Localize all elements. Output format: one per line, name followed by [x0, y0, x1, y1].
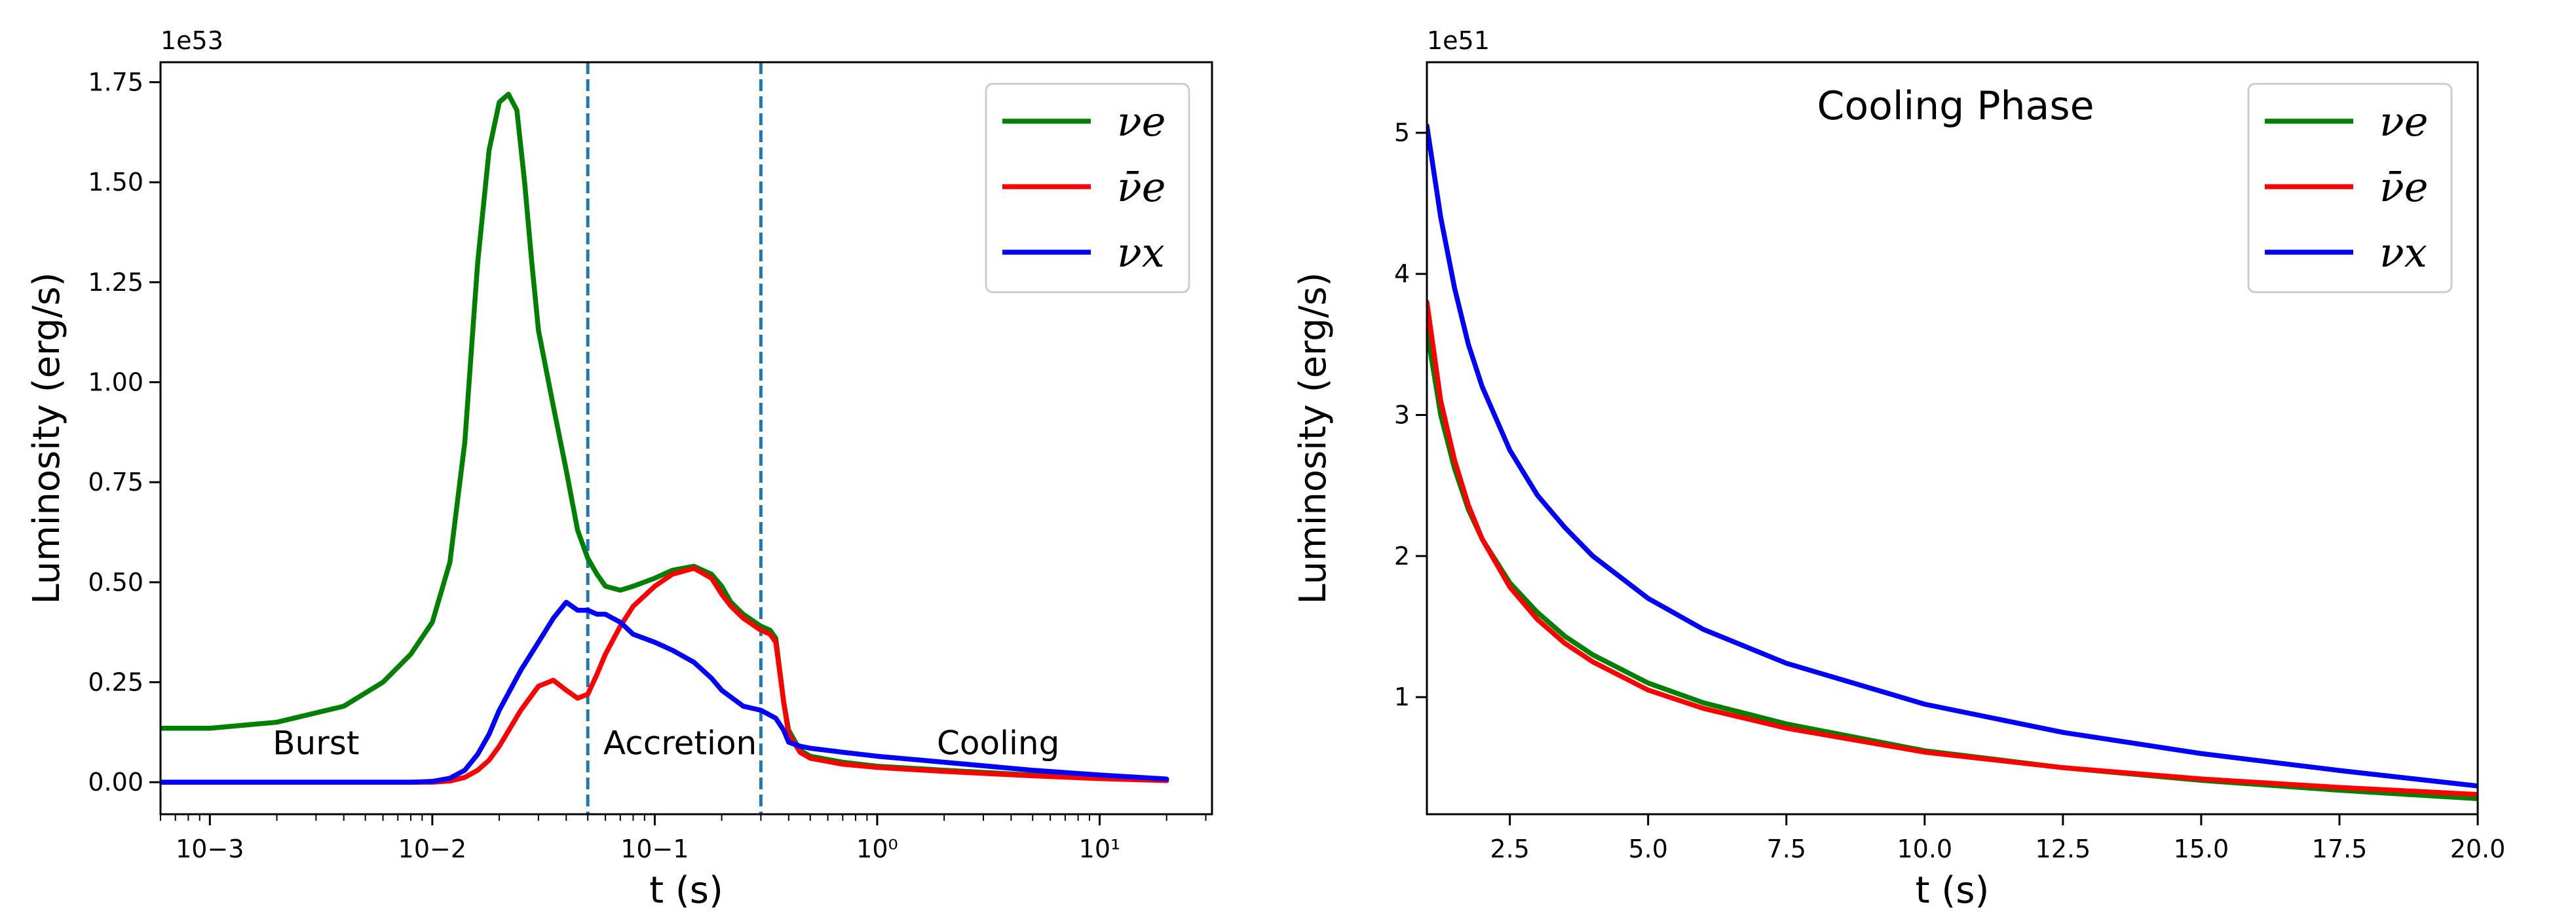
y-tick-label: 1	[1394, 683, 1410, 711]
region-label-accretion: Accretion	[603, 724, 757, 762]
region-label-burst: Burst	[273, 724, 359, 762]
legend: νe ν̄e νx	[2247, 83, 2453, 293]
series-line-1	[1427, 299, 2478, 797]
x-tick-label: 10¹	[1079, 835, 1121, 863]
right-chart-panel: 2.5 5.0 7.5 10.0 12.5 15.0 17.5 20.0 1 2 3 4 5 1e51 t …	[1292, 26, 2505, 912]
y-axis-label: Luminosity (erg/s)	[1292, 273, 1335, 605]
left-chart-panel: 10−3 10−2 10−1 10⁰ 10¹ 0.00 0.25 0.50 0.75 1.00 1.…	[26, 26, 1213, 912]
chart-title: Cooling Phase	[1817, 83, 2094, 129]
y-tick-label: 1.25	[88, 268, 143, 297]
x-tick-label: 15.0	[2174, 835, 2229, 863]
legend: νe ν̄e νx	[985, 83, 1190, 293]
x-tick-label: 10−1	[620, 835, 689, 863]
y-axis-label: Luminosity (erg/s)	[26, 273, 68, 605]
x-tick-label: 10−2	[398, 835, 466, 863]
y-tick-label: 1.50	[88, 168, 143, 197]
y-tick-label: 1.00	[88, 368, 143, 397]
x-tick-label: 20.0	[2450, 835, 2506, 863]
x-tick-label: 2.5	[1490, 835, 1529, 863]
y-tick-label: 2	[1394, 542, 1410, 571]
y-tick-label: 0.50	[88, 568, 143, 597]
x-tick-label: 12.5	[2036, 835, 2091, 863]
series-line-2	[161, 599, 1169, 785]
legend-entry-label: νx	[1117, 229, 1165, 276]
x-axis-label: t (s)	[649, 869, 723, 912]
y-tick-label: 0.25	[88, 667, 143, 696]
y-offset-label: 1e51	[1427, 26, 1490, 55]
x-tick-label: 10−3	[176, 835, 244, 863]
x-tick-label: 5.0	[1628, 835, 1667, 863]
series-line-2	[1427, 123, 2478, 789]
plot-frame	[159, 61, 1213, 816]
x-axis-label: t (s)	[1916, 869, 1990, 912]
legend-entry-label: νe	[2379, 98, 2428, 145]
x-tick-label: 7.5	[1767, 835, 1806, 863]
region-label-cooling: Cooling	[937, 724, 1059, 762]
y-tick-label: 1.75	[88, 68, 143, 97]
plot-frame	[1426, 61, 2479, 816]
x-tick-label: 10⁰	[856, 835, 898, 863]
series-line-1	[161, 565, 1169, 785]
x-tick-label: 17.5	[2312, 835, 2368, 863]
y-tick-label: 0.00	[88, 768, 143, 797]
y-tick-label: 4	[1394, 259, 1410, 288]
y-tick-label: 5	[1394, 119, 1410, 147]
x-tick-label: 10.0	[1897, 835, 1952, 863]
y-tick-label: 0.75	[88, 468, 143, 497]
y-offset-label: 1e53	[161, 26, 223, 55]
legend-entry-label: νe	[1117, 98, 1165, 145]
legend-entry-label: νx	[2379, 229, 2427, 276]
legend-entry-label: ν̄e	[2379, 163, 2428, 211]
y-tick-label: 3	[1394, 400, 1410, 429]
legend-entry-label: ν̄e	[1117, 163, 1165, 211]
